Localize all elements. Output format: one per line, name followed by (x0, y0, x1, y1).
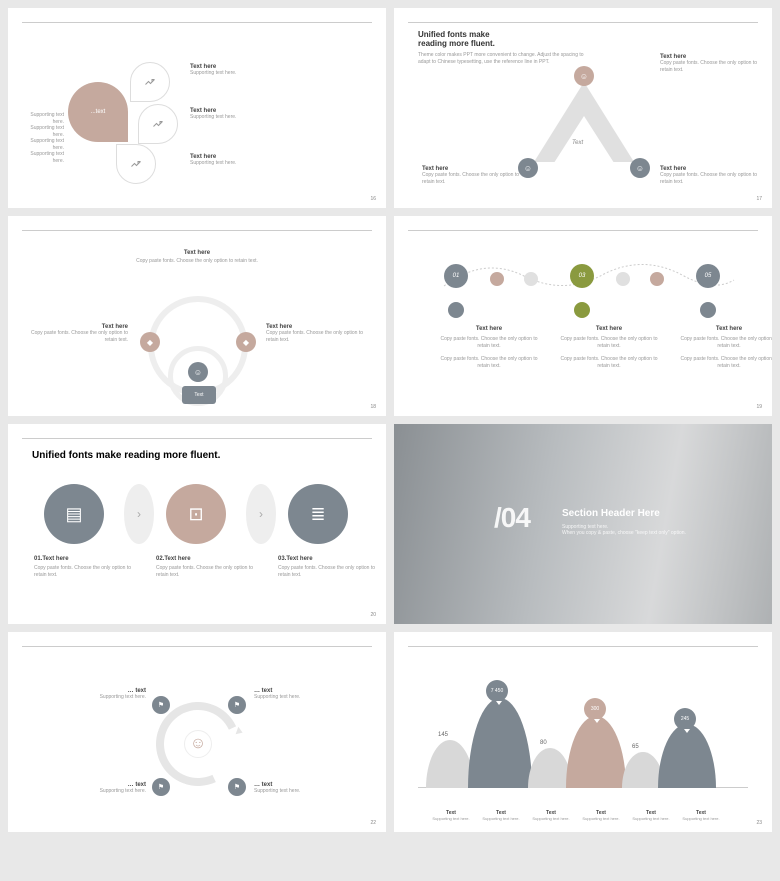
s5-title: Unified fonts make reading more fluent. (32, 450, 220, 461)
section-number: /04 (494, 502, 530, 534)
bubble-1: 7 450 (486, 680, 508, 702)
timeline-icon-1 (574, 302, 590, 318)
chart-col-1: TextSupporting text here. (474, 810, 528, 822)
chart-col-2: TextSupporting text here. (524, 810, 578, 822)
timeline-dot-3 (650, 272, 664, 286)
slide-1: Supporting text here. Supporting text he… (8, 8, 386, 208)
slide-7: ☺ ⚑ ⚑ ⚑ ⚑ … textSupporting text here. … … (8, 632, 386, 832)
cycle-node-3: ⚑ (152, 778, 170, 796)
s2-title: Unified fonts makereading more fluent. (418, 30, 495, 48)
triangle-node-2: ☺ (630, 158, 650, 178)
value-label-4: 65 (632, 744, 639, 750)
section-sub: Supporting text here.When you copy & pas… (562, 524, 686, 536)
page-number: 18 (370, 404, 376, 410)
chart-col-0: TextSupporting text here. (424, 810, 478, 822)
page-number: 19 (756, 404, 762, 410)
timeline-icon-2 (700, 302, 716, 318)
timeline-text-0: Text hereCopy paste fonts. Choose the on… (434, 326, 544, 370)
process-text-1: 02.Text hereCopy paste fonts. Choose the… (156, 556, 266, 579)
s2-subtitle: Theme color makes PPT more convenient to… (418, 52, 588, 66)
hub-circle: ...text (68, 82, 128, 142)
petal-1 (130, 62, 170, 102)
text-badge: Text (182, 386, 216, 404)
page-number: 23 (756, 820, 762, 826)
petal-2 (138, 104, 178, 144)
s1-support: Supporting text here. Supporting text he… (22, 112, 64, 164)
cycle-node-2: ⚑ (228, 696, 246, 714)
slide-4: 01 03 05 Text hereCopy paste fonts. Choose… (394, 216, 772, 416)
timeline-text-2: Text hereCopy paste fonts. Choose the on… (674, 326, 772, 370)
slide-5: Unified fonts make reading more fluent. … (8, 424, 386, 624)
timeline-dot-1 (524, 272, 538, 286)
mountain-0 (426, 740, 474, 788)
triangle-node-0: ☺ (574, 66, 594, 86)
chart-col-3: TextSupporting text here. (574, 810, 628, 822)
timeline-step-03: 03 (570, 264, 594, 288)
slide-6-section-header: /04 Section Header Here Supporting text … (394, 424, 772, 624)
process-circle-0: ▤ (44, 484, 104, 544)
timeline-icon-0 (448, 302, 464, 318)
value-label-2: 80 (540, 740, 547, 746)
timeline-step-05: 05 (696, 264, 720, 288)
timeline-dot-0 (490, 272, 504, 286)
process-text-0: 01.Text hereCopy paste fonts. Choose the… (34, 556, 144, 579)
bubble-3: 300 (584, 698, 606, 720)
triangle-diagram: Text (524, 78, 644, 178)
process-arrow-0: › (124, 484, 154, 544)
bubble-5: 245 (674, 708, 696, 730)
ring-node-bottom: ☺ (188, 362, 208, 382)
page-number: 22 (370, 820, 376, 826)
process-arrow-1: › (246, 484, 276, 544)
timeline-step-01: 01 (444, 264, 468, 288)
page-number: 17 (756, 196, 762, 202)
page-number: 20 (370, 612, 376, 618)
cycle-center-icon: ☺ (184, 730, 212, 758)
process-circle-2: ≣ (288, 484, 348, 544)
mountain-1 (468, 698, 532, 788)
timeline-dot-2 (616, 272, 630, 286)
cycle-node-1: ⚑ (152, 696, 170, 714)
value-label-0: 145 (438, 732, 448, 738)
mountain-3 (566, 716, 626, 788)
process-circle-1: ⊡ (166, 484, 226, 544)
chart-col-5: TextSupporting text here. (674, 810, 728, 822)
mountain-5 (658, 724, 716, 788)
slide-8: 145 7 450 80 300 65 245 TextSupporting text h… (394, 632, 772, 832)
process-text-2: 03.Text hereCopy paste fonts. Choose the… (278, 556, 386, 579)
chart-col-4: TextSupporting text here. (624, 810, 678, 822)
ring-node-right: ◆ (236, 332, 256, 352)
slide-2: Unified fonts makereading more fluent. T… (394, 8, 772, 208)
cycle-node-4: ⚑ (228, 778, 246, 796)
petal-3 (116, 144, 156, 184)
timeline-text-1: Text hereCopy paste fonts. Choose the on… (554, 326, 664, 370)
ring-node-left: ◆ (140, 332, 160, 352)
section-title: Section Header Here (562, 508, 660, 519)
slide-3: Text here Copy paste fonts. Choose the o… (8, 216, 386, 416)
page-number: 16 (370, 196, 376, 202)
